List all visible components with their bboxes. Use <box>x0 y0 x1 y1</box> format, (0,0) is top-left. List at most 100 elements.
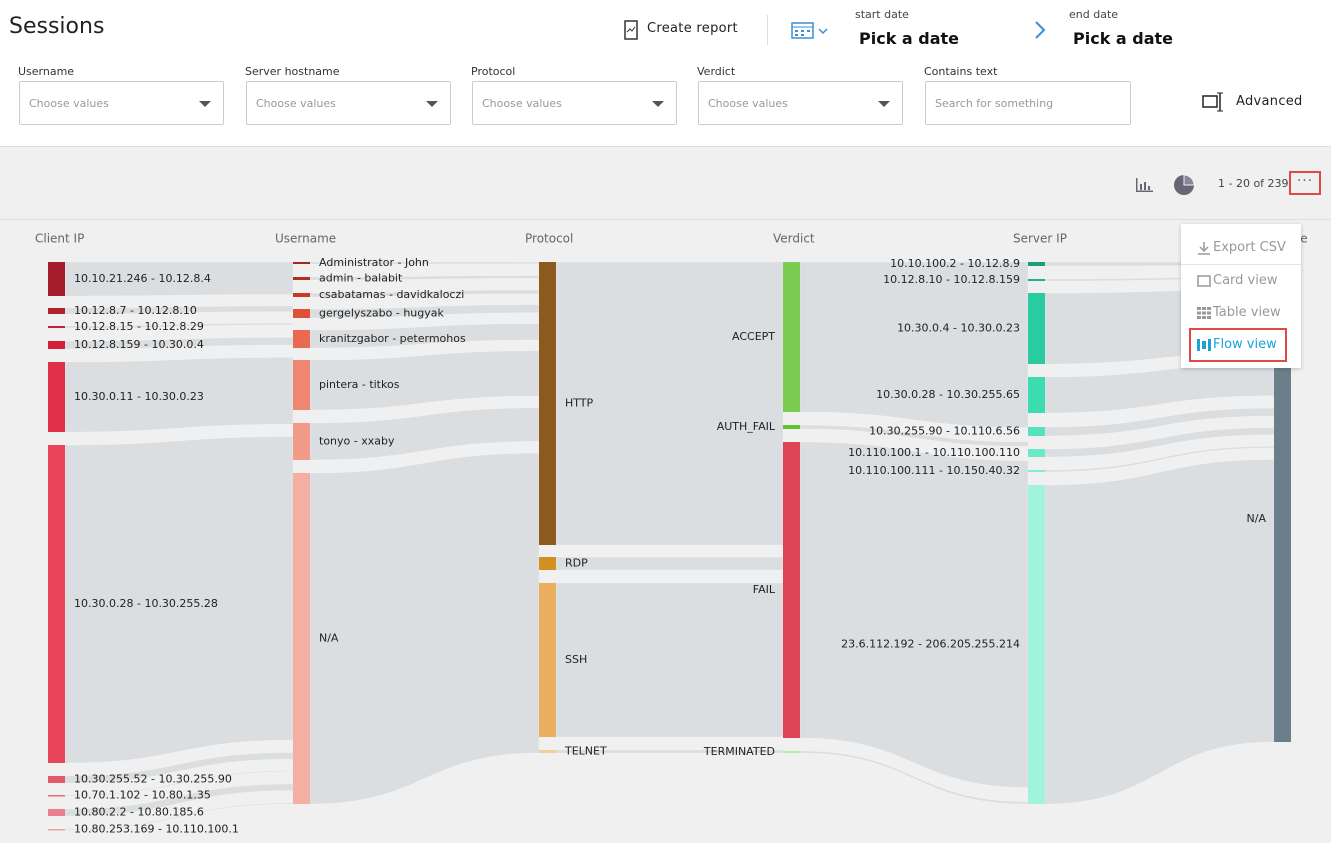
flow-node <box>48 326 65 328</box>
dropdown-caret <box>426 101 438 107</box>
filter-input[interactable]: Choose values <box>246 81 451 125</box>
flow-node <box>1028 262 1045 266</box>
card-icon <box>1197 275 1211 287</box>
flow-node <box>293 423 310 460</box>
node-label: N/A <box>319 632 339 645</box>
flow-node <box>1028 377 1045 413</box>
advanced-icon <box>1202 92 1223 112</box>
export-csv[interactable]: Export CSV <box>1213 240 1286 255</box>
node-label: tonyo - xxaby <box>319 435 395 448</box>
next-arrow[interactable] <box>1033 20 1047 40</box>
create-report-button[interactable]: Create report <box>647 21 738 36</box>
flow-link <box>799 261 1029 428</box>
node-label: 10.12.8.15 - 10.12.8.29 <box>74 320 204 333</box>
flow-node <box>1028 449 1045 457</box>
flow-node <box>1028 293 1045 364</box>
flow-node <box>293 309 310 318</box>
flow-node <box>48 308 65 314</box>
advanced-button[interactable]: Advanced <box>1236 94 1303 109</box>
node-label: 10.30.0.4 - 10.30.0.23 <box>897 322 1020 335</box>
bar-chart-button[interactable] <box>1134 176 1154 194</box>
flow-node <box>293 293 310 297</box>
flow-link <box>799 441 1029 788</box>
flow-icon <box>1197 339 1211 351</box>
node-label: 10.12.8.7 - 10.12.8.10 <box>74 304 197 317</box>
pie-chart-button[interactable] <box>1173 174 1195 196</box>
flow-link <box>555 582 784 738</box>
flow-node <box>783 751 800 753</box>
flow-node <box>539 557 556 570</box>
node-label: AUTH_FAIL <box>717 420 776 433</box>
flow-node <box>48 362 65 432</box>
report-icon <box>624 20 638 40</box>
node-label: 10.70.1.102 - 10.80.1.35 <box>74 789 211 802</box>
flow-node <box>48 829 65 831</box>
node-label: SSH <box>565 653 587 666</box>
download-icon <box>1198 242 1210 255</box>
node-label: csabatamas - davidkaloczi <box>319 288 464 301</box>
flow-node <box>48 809 65 816</box>
flow-links <box>64 261 1275 831</box>
dropdown-caret <box>199 101 211 107</box>
filter-label: Protocol <box>471 65 516 78</box>
node-label: 10.30.255.52 - 10.30.255.90 <box>74 773 232 786</box>
flow-node <box>48 445 65 763</box>
node-label: kranitzgabor - petermohos <box>319 332 466 345</box>
flow-node <box>293 277 310 280</box>
flow-node <box>293 473 310 804</box>
start-date-label: start date <box>855 8 909 21</box>
table-icon <box>1197 307 1211 319</box>
node-label: 10.80.2.2 - 10.80.185.6 <box>74 806 204 819</box>
end-date-picker[interactable]: Pick a date <box>1073 29 1174 48</box>
start-date-picker[interactable]: Pick a date <box>859 29 960 48</box>
filter-input[interactable]: Choose values <box>19 81 224 125</box>
flow-link <box>555 556 784 571</box>
node-label: RDP <box>565 557 588 570</box>
filter-input[interactable]: Choose values <box>472 81 677 125</box>
node-label: pintera - titkos <box>319 378 400 391</box>
node-label: 10.12.8.159 - 10.30.0.4 <box>74 338 204 351</box>
filter-input[interactable]: Choose values <box>698 81 903 125</box>
page-title: Sessions <box>9 14 105 39</box>
node-label: 23.6.112.192 - 206.205.255.214 <box>841 638 1020 651</box>
node-label: 10.30.0.11 - 10.30.0.23 <box>74 390 204 403</box>
table-view[interactable]: Table view <box>1213 305 1281 320</box>
node-label: FAIL <box>753 583 776 596</box>
column-title: Protocol <box>525 232 573 246</box>
flow-view[interactable]: Flow view <box>1213 337 1277 352</box>
flow-node <box>1028 470 1045 472</box>
node-label: ACCEPT <box>732 330 775 343</box>
more-button[interactable]: ··· <box>1289 171 1321 195</box>
flow-node <box>539 750 556 753</box>
node-label: Administrator - John <box>319 256 429 269</box>
flow-node <box>1028 427 1045 436</box>
flow-node <box>783 442 800 738</box>
node-label: 10.110.100.111 - 10.150.40.32 <box>848 464 1020 477</box>
column-title: Verdict <box>773 232 815 246</box>
flow-nodes: Client IP 10.10.21.246 - 10.12.8.4 10.12.8… <box>35 232 1308 836</box>
calendar-button[interactable] <box>791 20 831 40</box>
node-label: gergelyszabo - hugyak <box>319 307 444 320</box>
flow-node <box>783 425 800 429</box>
column-title: Server IP <box>1013 232 1067 246</box>
node-label: 10.30.0.28 - 10.30.255.65 <box>876 388 1020 401</box>
flow-node <box>293 330 310 348</box>
flow-link <box>1044 363 1275 414</box>
flow-node <box>1028 485 1045 804</box>
node-label: 10.10.21.246 - 10.12.8.4 <box>74 272 211 285</box>
filter-input[interactable]: Search for something <box>925 81 1131 125</box>
highlight-box <box>1189 328 1287 362</box>
node-label: admin - balabit <box>319 272 403 285</box>
node-label: 10.10.100.2 - 10.12.8.9 <box>890 257 1020 270</box>
filter-placeholder: Choose values <box>256 97 336 110</box>
flow-node <box>293 262 310 264</box>
node-label: HTTP <box>565 397 594 410</box>
card-view[interactable]: Card view <box>1213 273 1278 288</box>
pagination: 1 - 20 of 239 <box>1218 177 1289 190</box>
flow-link <box>799 424 1029 447</box>
node-label: 10.80.253.169 - 10.110.100.1 <box>74 823 239 836</box>
header: Sessions Create report start date Pick a… <box>0 0 1331 147</box>
filter-placeholder: Search for something <box>935 97 1054 110</box>
